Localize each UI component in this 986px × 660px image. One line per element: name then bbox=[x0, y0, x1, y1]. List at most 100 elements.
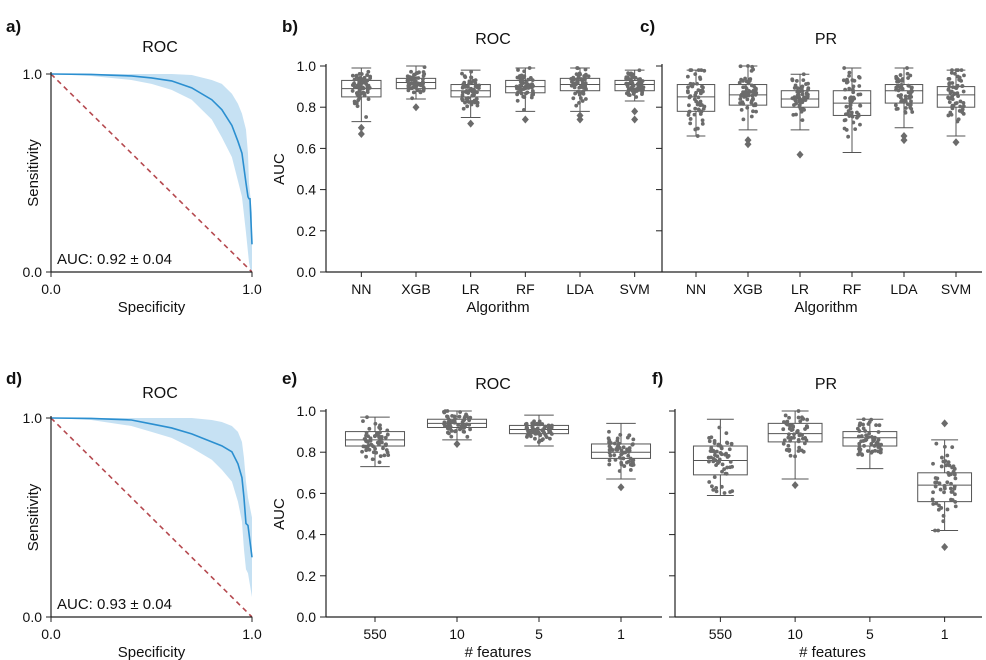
strip-point bbox=[900, 87, 905, 91]
strip-point bbox=[580, 99, 585, 103]
strip-point bbox=[908, 73, 913, 78]
strip-point bbox=[628, 79, 633, 84]
strip-point bbox=[364, 82, 369, 86]
strip-point bbox=[362, 91, 367, 95]
strip-point bbox=[792, 103, 796, 107]
strip-point bbox=[910, 110, 915, 114]
strip-point bbox=[850, 87, 855, 92]
x-tick-label: LR bbox=[791, 281, 809, 297]
strip-point bbox=[950, 498, 955, 502]
strip-point bbox=[626, 450, 631, 454]
strip-point bbox=[793, 98, 798, 103]
strip-point bbox=[546, 423, 551, 428]
box-LDA bbox=[559, 66, 601, 124]
strip-point bbox=[688, 94, 693, 99]
strip-point bbox=[717, 425, 722, 430]
strip-point bbox=[443, 424, 447, 428]
strip-point bbox=[869, 417, 874, 422]
strip-point bbox=[619, 460, 624, 465]
strip-point bbox=[849, 95, 853, 100]
strip-point bbox=[376, 432, 380, 437]
strip-point bbox=[364, 115, 369, 119]
strip-point bbox=[947, 473, 951, 477]
strip-point bbox=[623, 450, 628, 455]
strip-point bbox=[688, 68, 693, 73]
strip-point bbox=[583, 67, 588, 72]
strip-point bbox=[710, 484, 714, 489]
strip-point bbox=[448, 424, 453, 429]
strip-point bbox=[908, 91, 913, 96]
strip-point bbox=[468, 427, 472, 432]
strip-point bbox=[697, 102, 701, 106]
strip-point bbox=[621, 456, 626, 461]
outlier-marker bbox=[941, 542, 949, 551]
strip-point bbox=[740, 100, 745, 105]
strip-point bbox=[787, 415, 791, 420]
strip-point bbox=[686, 85, 690, 90]
strip-point bbox=[745, 105, 750, 110]
strip-point bbox=[367, 86, 372, 90]
y-tick-label: 1.0 bbox=[23, 66, 43, 82]
strip-point bbox=[460, 71, 464, 76]
strip-point bbox=[781, 441, 786, 446]
strip-point bbox=[933, 484, 938, 489]
strip-point bbox=[864, 433, 868, 438]
strip-point bbox=[362, 437, 367, 441]
box-10 bbox=[767, 409, 823, 490]
strip-point bbox=[856, 112, 861, 117]
strip-point bbox=[543, 433, 548, 438]
y-tick-label: 0.4 bbox=[297, 527, 317, 543]
strip-point bbox=[795, 89, 800, 94]
strip-point bbox=[953, 71, 957, 76]
strip-point bbox=[899, 99, 904, 104]
iqr-box bbox=[344, 431, 406, 447]
strip-point bbox=[421, 77, 425, 82]
strip-point bbox=[471, 78, 476, 83]
strip-point bbox=[365, 440, 370, 444]
strip-point bbox=[748, 89, 753, 94]
y-tick-label: 0.6 bbox=[297, 485, 317, 501]
y-tick-label: 0.0 bbox=[23, 264, 43, 280]
strip-point bbox=[421, 73, 426, 78]
strip-point bbox=[467, 418, 472, 423]
strip-point bbox=[954, 68, 959, 73]
strip-point bbox=[856, 452, 861, 457]
strip-point bbox=[941, 519, 946, 524]
strip-point bbox=[743, 76, 747, 81]
strip-point bbox=[350, 73, 355, 78]
strip-point bbox=[800, 118, 805, 123]
strip-point bbox=[723, 452, 728, 457]
strip-point bbox=[634, 87, 639, 91]
panel-label: e) bbox=[282, 369, 297, 388]
strip-point bbox=[955, 83, 960, 88]
strip-point bbox=[728, 459, 733, 464]
strip-point bbox=[519, 73, 524, 78]
strip-point bbox=[688, 117, 693, 121]
x-tick-label: LR bbox=[462, 281, 480, 297]
strip-point bbox=[749, 114, 754, 119]
x-tick-label: NN bbox=[351, 281, 371, 297]
strip-point bbox=[724, 431, 729, 436]
strip-point bbox=[583, 74, 588, 78]
strip-point bbox=[622, 464, 627, 468]
strip-point bbox=[550, 423, 554, 428]
strip-point bbox=[738, 64, 743, 69]
strip-point bbox=[858, 421, 863, 426]
strip-point bbox=[860, 453, 865, 457]
strip-point bbox=[549, 432, 554, 436]
strip-point bbox=[793, 85, 798, 90]
x-tick-label: 10 bbox=[787, 626, 803, 642]
strip-point bbox=[796, 409, 801, 413]
strip-point bbox=[617, 469, 622, 473]
roc-panel-d: d) ROC 0.0 1.0 0.0 1.0 Specificity Sensitivity A… bbox=[6, 369, 262, 660]
panel-label: a) bbox=[6, 17, 21, 36]
strip-point bbox=[710, 449, 715, 454]
strip-point bbox=[788, 453, 793, 458]
box-LDA bbox=[884, 66, 924, 145]
strip-point bbox=[450, 413, 455, 418]
strip-point bbox=[805, 425, 810, 430]
strip-point bbox=[942, 485, 947, 489]
strip-point bbox=[574, 82, 578, 87]
chance-line bbox=[50, 73, 253, 273]
strip-point bbox=[377, 442, 381, 447]
